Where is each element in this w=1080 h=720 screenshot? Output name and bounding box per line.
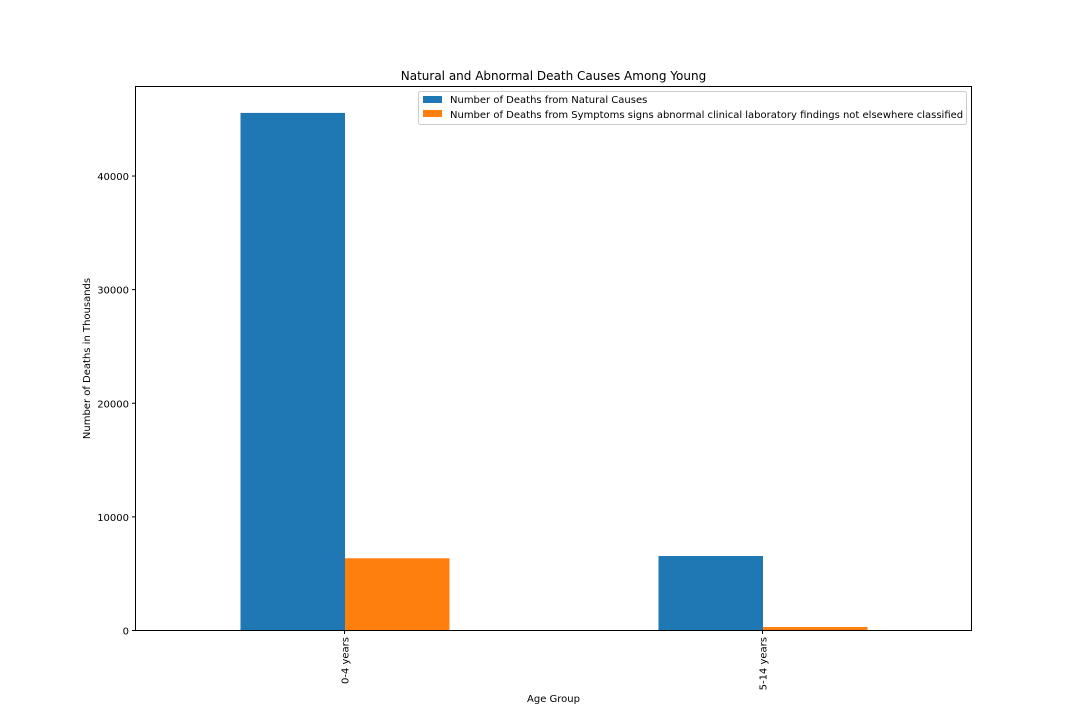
- bar-5-14-years-series-1: [763, 627, 868, 631]
- y-axis: 0 10000 20000 30000 40000: [97, 172, 136, 638]
- x-axis: 0-4 years 5-14 years: [341, 630, 770, 690]
- legend-box: [418, 91, 967, 125]
- y-tick-label: 10000: [97, 513, 129, 524]
- legend-label-symptoms-abnormal: Number of Deaths from Symptoms signs abn…: [450, 110, 963, 121]
- legend-label-natural-causes: Number of Deaths from Natural Causes: [450, 95, 647, 106]
- x-axis-label: Age Group: [527, 694, 580, 705]
- bar-0-4-years-series-0: [240, 112, 345, 631]
- legend: Number of Deaths from Natural Causes Num…: [418, 91, 967, 125]
- bar-5-14-years-series-0: [658, 556, 763, 631]
- plot-frame: [135, 86, 972, 631]
- y-tick-label: 20000: [97, 399, 129, 410]
- y-tick-label: 30000: [97, 286, 129, 297]
- legend-swatch-symptoms-abnormal: [423, 110, 442, 117]
- bar-0-4-years-series-1: [345, 558, 450, 631]
- x-tick-label-0-4-years: 0-4 years: [341, 637, 352, 684]
- y-tick-label: 0: [123, 627, 129, 638]
- chart-title: Natural and Abnormal Death Causes Among …: [401, 69, 706, 83]
- legend-swatch-natural-causes: [423, 96, 442, 103]
- y-axis-label: Number of Deaths in Thousands: [82, 278, 93, 439]
- bars: [240, 112, 868, 631]
- y-tick-label: 40000: [97, 172, 129, 183]
- x-tick-label-5-14-years: 5-14 years: [759, 637, 770, 690]
